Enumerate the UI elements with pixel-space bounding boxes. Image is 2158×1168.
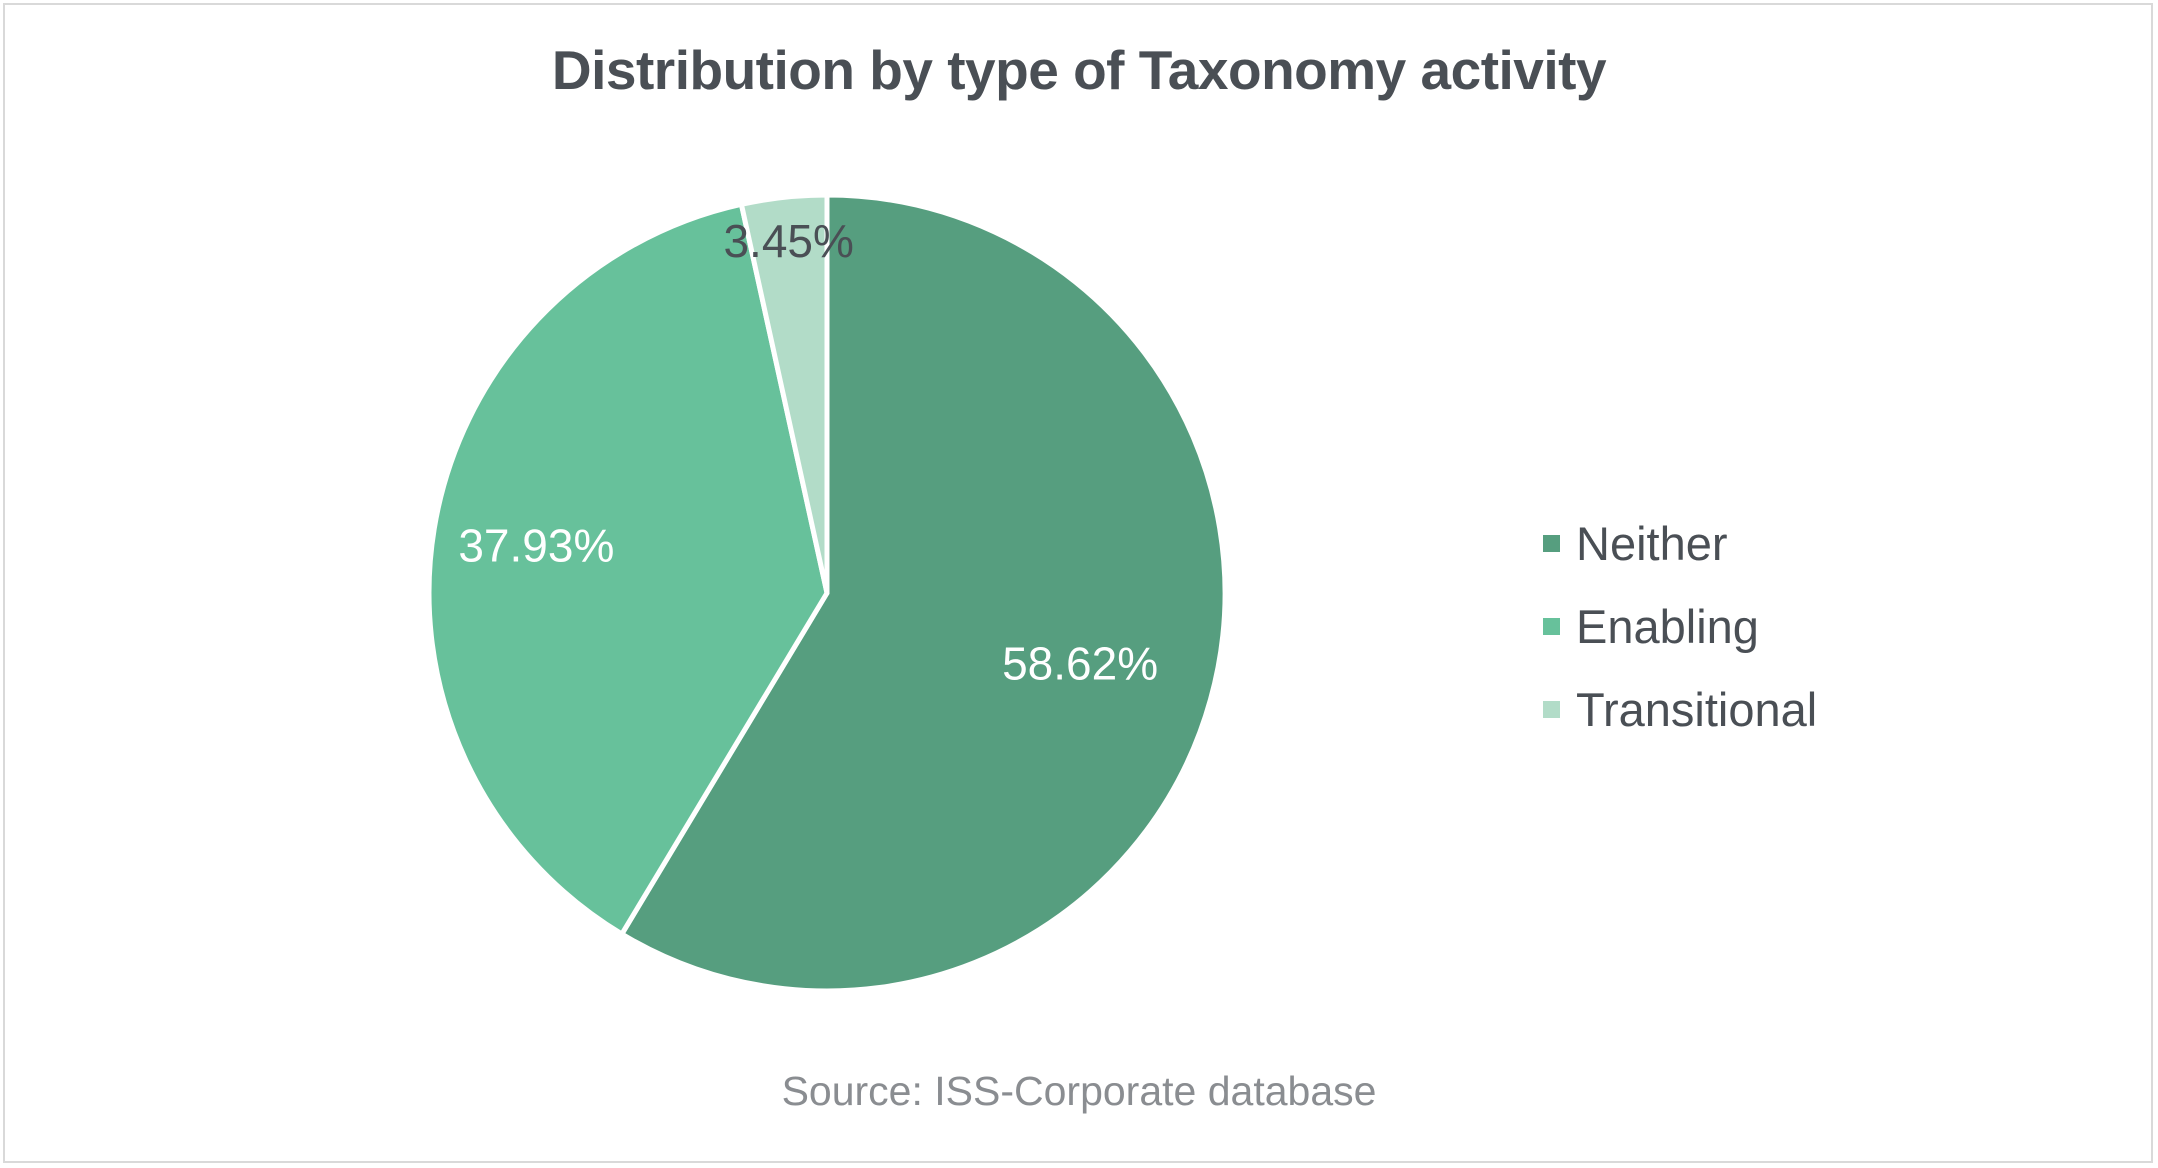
- legend-swatch-neither: [1543, 535, 1560, 552]
- pie-slices: [426, 192, 1228, 994]
- legend-item-neither: Neither: [1543, 502, 1817, 585]
- slice-label-enabling: 37.93%: [458, 519, 614, 571]
- legend-label-transitional: Transitional: [1576, 683, 1818, 736]
- legend-swatch-enabling: [1543, 618, 1560, 635]
- slice-label-neither: 58.62%: [1002, 637, 1158, 689]
- pie-slice-neither: [619, 192, 1228, 994]
- legend-swatch-transitional: [1543, 701, 1560, 718]
- legend-item-enabling: Enabling: [1543, 585, 1817, 668]
- legend-item-transitional: Transitional: [1543, 668, 1817, 751]
- pie-slice-labels: 58.62% 37.93% 3.45%: [458, 215, 1158, 689]
- pie-slice-enabling: [426, 201, 830, 937]
- chart-legend: Neither Enabling Transitional: [1543, 502, 1817, 751]
- pie-slice-transitional: [738, 192, 830, 596]
- slice-label-transitional: 3.45%: [723, 215, 853, 267]
- legend-label-neither: Neither: [1576, 517, 1728, 570]
- chart-title: Distribution by type of Taxonomy activit…: [551, 39, 1607, 101]
- legend-label-enabling: Enabling: [1576, 600, 1759, 653]
- source-note: Source: ISS-Corporate database: [781, 1068, 1377, 1114]
